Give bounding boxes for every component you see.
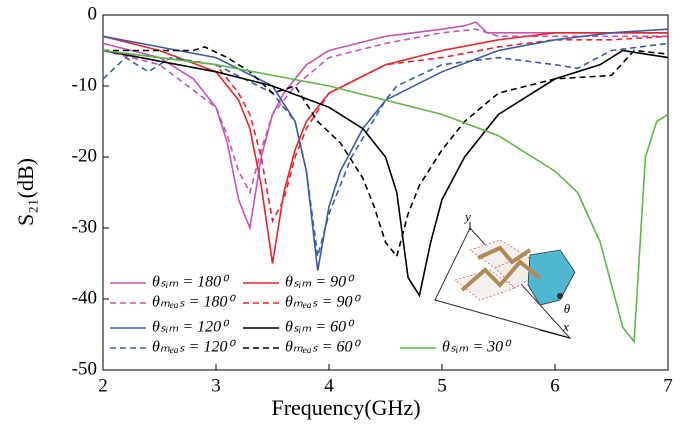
series-line	[103, 29, 668, 192]
series-line	[103, 47, 668, 257]
page: Frequency(GHz) S₂₁(dB) 2 3 4 5 6 7 0 -10 -20 -30 -…	[0, 0, 693, 427]
y-axis-label: S₂₁(dB)	[13, 158, 38, 226]
legend-label: θₛᵢₘ = 180⁰	[152, 274, 230, 291]
legend-label: θₛᵢₘ = 120⁰	[152, 319, 230, 336]
x-tick-label: 2	[98, 375, 108, 396]
legend-label: θₛᵢₘ = 60⁰	[285, 319, 355, 336]
inset-label: θ	[564, 301, 571, 316]
legend-label: θₘₑₐₛ = 120⁰	[152, 339, 236, 356]
plot-frame	[103, 15, 668, 370]
y-tick-label: -20	[72, 145, 97, 166]
inset-cell-highlight	[528, 250, 575, 305]
x-tick-label: 7	[663, 375, 673, 396]
y-tick-label: -40	[72, 287, 97, 308]
x-tick-label: 6	[550, 375, 560, 396]
y-tick-label: -50	[72, 358, 97, 379]
y-tick-label: 0	[88, 3, 98, 24]
legend-label: θₘₑₐₛ = 180⁰	[152, 294, 236, 311]
inset-diagram: y x θ	[435, 209, 575, 338]
x-tick-label: 5	[437, 375, 447, 396]
series-line	[103, 33, 668, 264]
inset-label: x	[562, 319, 569, 334]
x-axis-label: Frequency(GHz)	[271, 395, 420, 420]
legend-label: θₛᵢₘ = 90⁰	[285, 274, 355, 291]
legend-label: θₘₑₐₛ = 60⁰	[285, 339, 361, 356]
chart: Frequency(GHz) S₂₁(dB) 2 3 4 5 6 7 0 -10 -20 -30 -…	[0, 0, 693, 427]
inset-pivot	[557, 293, 563, 299]
legend-label: θₘₑₐₛ = 90⁰	[285, 294, 361, 311]
x-tick-label: 3	[211, 375, 221, 396]
x-tick-label: 4	[324, 375, 334, 396]
inset-label: y	[463, 209, 471, 224]
series-line	[103, 51, 668, 296]
legend-label: θₛᵢₘ = 30⁰	[442, 339, 512, 356]
y-tick-label: -30	[72, 216, 97, 237]
y-tick-label: -10	[72, 74, 97, 95]
